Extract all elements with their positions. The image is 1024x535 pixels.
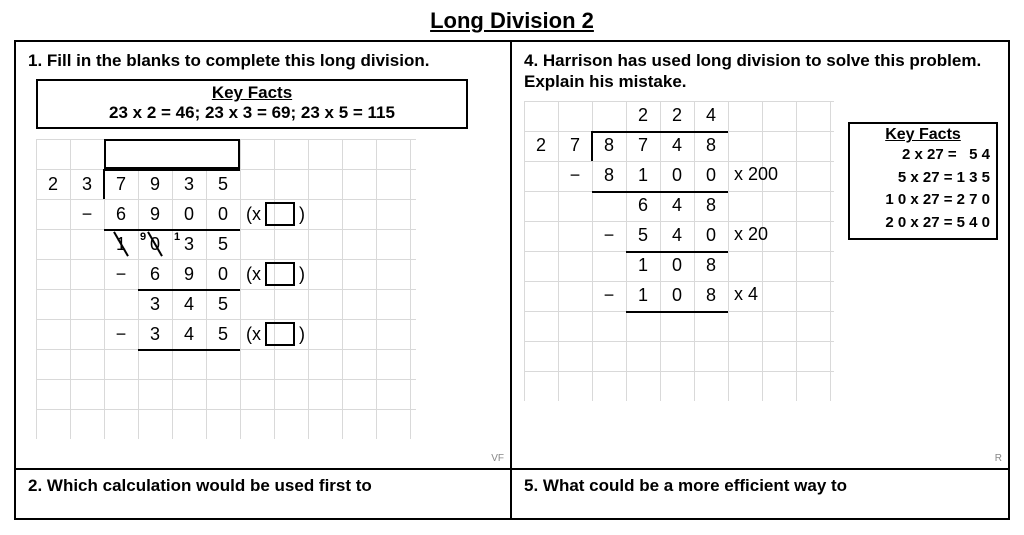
q4-prompt: 4. Harrison has used long division to so… [524, 50, 996, 93]
grid-cell: 8 [592, 161, 626, 191]
keyfacts-row: 1 0 x 27 = 2 7 0 [856, 189, 990, 212]
grid-cell: 3 [70, 169, 104, 199]
keyfacts-row: 2 0 x 27 = 5 4 0 [856, 212, 990, 235]
underline [626, 311, 728, 313]
grid-cell: − [70, 199, 104, 229]
grid-cell: 1 [626, 161, 660, 191]
grid-cell: 5 [206, 319, 240, 349]
grid-cell: 8 [592, 131, 626, 161]
blank-box[interactable] [265, 322, 295, 346]
multiplier-note: x 20 [734, 224, 768, 245]
keyfacts-row: 5 x 27 = 1 3 5 [856, 167, 990, 190]
grid-cell: 9 [138, 199, 172, 229]
grid-cell: 0 [172, 199, 206, 229]
underline [592, 131, 728, 133]
grid-cell: − [592, 221, 626, 251]
grid-cell: 5 [626, 221, 660, 251]
grid-cell: 1 [626, 281, 660, 311]
carry-digit: 1 [174, 231, 180, 243]
blank-box[interactable] [265, 202, 295, 226]
carry-digit: 9 [140, 231, 146, 243]
grid-cell: 7 [626, 131, 660, 161]
division-bracket-v [103, 169, 105, 199]
grid-cell: − [558, 161, 592, 191]
grid-cell: 6 [138, 259, 172, 289]
multiplier-note: (x) [246, 202, 305, 226]
grid-cell: 2 [660, 101, 694, 131]
panel-q2: 2. Which calculation would be used first… [16, 470, 512, 518]
multiplier-note: x 200 [734, 164, 778, 185]
grid-cell: 5 [206, 289, 240, 319]
grid-cell: 7 [104, 169, 138, 199]
keyfacts-title: Key Facts [46, 83, 458, 103]
grid-cell: 2 [626, 101, 660, 131]
grid-cell: 7 [558, 131, 592, 161]
grid-cell: 2 [524, 131, 558, 161]
q1-keyfacts: Key Facts 23 x 2 = 46; 23 x 3 = 69; 23 x… [36, 79, 468, 129]
grid-cell: 6 [626, 191, 660, 221]
grid-cell: 5 [206, 169, 240, 199]
multiplier-note: (x) [246, 322, 305, 346]
blank-box[interactable] [265, 262, 295, 286]
grid-cell: − [104, 259, 138, 289]
grid-cell: 0 [660, 161, 694, 191]
q1-prompt: 1. Fill in the blanks to complete this l… [28, 50, 498, 71]
worksheet-frame: 1. Fill in the blanks to complete this l… [14, 40, 1010, 520]
grid-cell: 3 [172, 169, 206, 199]
keyfacts-body: 23 x 2 = 46; 23 x 3 = 69; 23 x 5 = 115 [46, 103, 458, 123]
underline [104, 169, 240, 171]
keyfacts-title: Key Facts [856, 126, 990, 144]
panel-q1: 1. Fill in the blanks to complete this l… [16, 42, 512, 470]
grid-cell: 8 [694, 281, 728, 311]
page-title: Long Division 2 [0, 0, 1024, 40]
q5-prompt: 5. What could be a more efficient way to [524, 476, 847, 495]
panel-q4: 4. Harrison has used long division to so… [512, 42, 1008, 470]
keyfacts-row: 2 x 27 = 5 4 [856, 144, 990, 167]
grid-cell: − [592, 281, 626, 311]
division-bracket-v [591, 131, 593, 161]
grid-cell: − [104, 319, 138, 349]
q1-tag: VF [491, 453, 504, 464]
grid-cell: 6 [104, 199, 138, 229]
grid-cell: 3 [138, 319, 172, 349]
underline [138, 349, 240, 351]
grid-cell: 8 [694, 251, 728, 281]
grid-cell: 1 [626, 251, 660, 281]
grid-cell: 0 [206, 259, 240, 289]
grid-cell: 4 [694, 101, 728, 131]
q4-grid: 224278748−8100x 200648−540x 20108−108x 4 [524, 101, 834, 401]
grid-cell: 8 [694, 191, 728, 221]
grid-cell: 5 [206, 229, 240, 259]
grid-cell: 4 [660, 131, 694, 161]
q1-grid: 237935−6900(x)103591−690(x)345−345(x) [36, 139, 416, 439]
grid-cell: 4 [660, 191, 694, 221]
grid-cell: 8 [694, 131, 728, 161]
q4-tag: R [995, 453, 1002, 464]
grid-cell: 0 [694, 221, 728, 251]
grid-cell: 4 [660, 221, 694, 251]
grid-cell: 4 [172, 289, 206, 319]
grid-cell: 0 [660, 281, 694, 311]
quotient-answer-box[interactable] [104, 139, 240, 169]
grid-cell: 0 [660, 251, 694, 281]
grid-cell: 2 [36, 169, 70, 199]
multiplier-note: (x) [246, 262, 305, 286]
q4-keyfacts: Key Facts 2 x 27 = 5 45 x 27 = 1 3 51 0 … [848, 122, 998, 240]
grid-cell: 3 [138, 289, 172, 319]
grid-cell: 0 [206, 199, 240, 229]
q2-prompt: 2. Which calculation would be used first… [28, 476, 372, 495]
multiplier-note: x 4 [734, 284, 758, 305]
grid-cell: 0 [694, 161, 728, 191]
panel-q5: 5. What could be a more efficient way to [512, 470, 1008, 518]
grid-cell: 9 [172, 259, 206, 289]
grid-cell: 4 [172, 319, 206, 349]
grid-cell: 9 [138, 169, 172, 199]
